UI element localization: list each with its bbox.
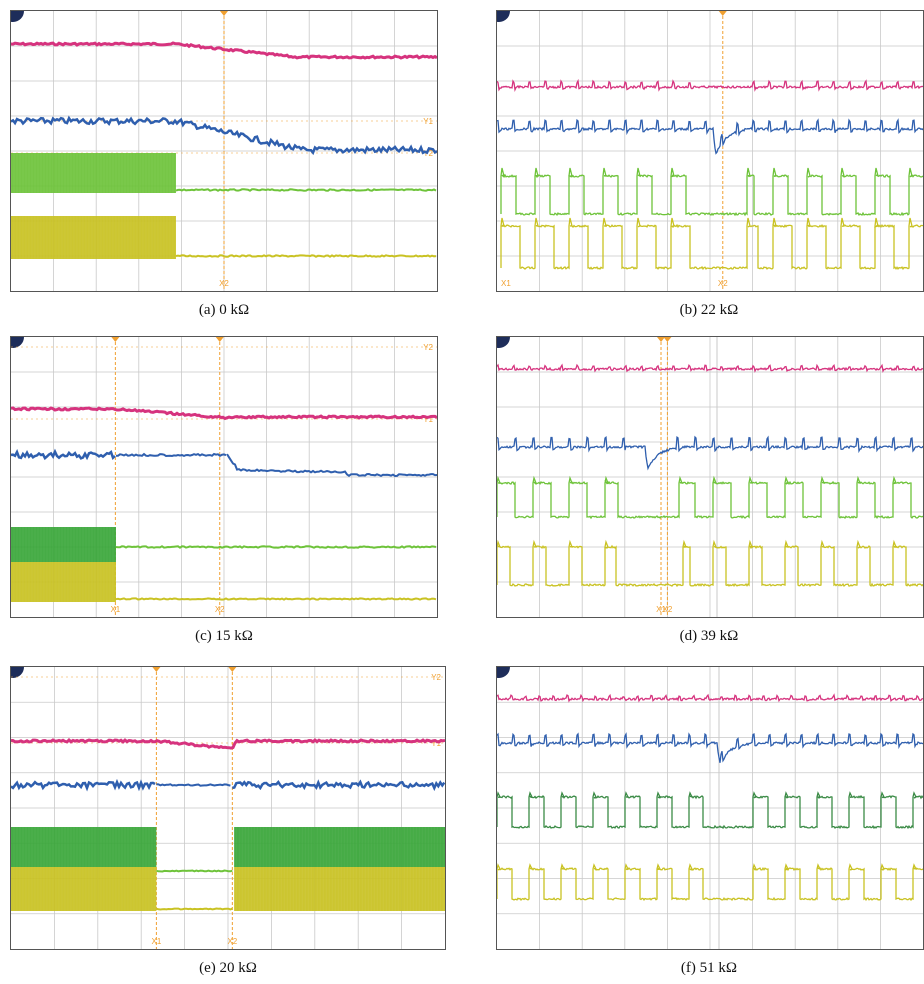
trigger-marker-d	[497, 337, 510, 348]
caption-b: (b) 22 kΩ	[679, 302, 739, 318]
trigger-marker-a	[11, 11, 24, 22]
cursor-label-x2-c: X2	[215, 605, 225, 614]
scope-screen-c: Y1 Y2 X1 X2	[10, 336, 438, 618]
scope-screen-d: X1 X2	[496, 336, 924, 618]
caption-f: (f) 51 kΩ	[680, 960, 738, 976]
switching-band-ch4-e-left	[11, 867, 157, 911]
cursor-label-x1-b: X1	[501, 279, 511, 288]
hcursor-label-y1-a: Y1	[423, 117, 433, 126]
trace-ch3-c	[115, 545, 437, 549]
trace-ch4-d	[497, 539, 923, 588]
cursor-arrow-a	[220, 11, 228, 16]
trace-ch3-f	[497, 791, 923, 830]
switching-band-ch4-e-left-texture	[11, 867, 156, 911]
switching-band-ch3-c-texture	[11, 527, 115, 562]
switching-band-ch3-e-left	[11, 827, 157, 867]
caption-e: (e) 20 kΩ	[199, 960, 257, 976]
trace-ch2-e-left	[11, 778, 156, 792]
panel-d: X1 X2 (d) 39 kΩ	[496, 336, 924, 652]
cursor-label-x2-d: X2	[663, 605, 673, 614]
caption-a: (a) 0 kΩ	[198, 302, 250, 318]
trace-ch4-c	[115, 597, 437, 601]
switching-band-ch3-e-left-texture	[11, 827, 156, 867]
trace-ch2-b	[497, 118, 923, 155]
caption-c: (c) 15 kΩ	[195, 628, 253, 644]
scope-screen-b: X2 X1	[496, 10, 924, 292]
cursor-arrow-e	[228, 667, 237, 672]
panel-b: X2 X1 (b) 22 kΩ	[496, 10, 924, 326]
caption-d: (d) 39 kΩ	[679, 628, 739, 644]
hcursor-label-y1-e: Y1	[431, 739, 441, 748]
hcursor-label-y2-a: Y2	[423, 149, 433, 158]
trace-ch4-b	[500, 217, 923, 271]
switching-band-ch4-e-right-texture	[234, 867, 445, 911]
cursor-label-x2-b: X2	[718, 279, 728, 288]
cursor-arrow-e	[152, 667, 161, 672]
panel-a: Y1 Y2 X2 (a) 0 kΩ	[10, 10, 438, 326]
cursor-label-x2-a: X2	[219, 279, 229, 288]
trace-ch2-e-right	[232, 779, 445, 792]
cursor-arrow-b	[718, 11, 727, 16]
trace-ch3-e-mid	[156, 869, 233, 873]
panel-c: Y1 Y2 X1 X2 (c) 15 kΩ	[10, 336, 438, 652]
trace-ch1-b	[497, 78, 923, 92]
trace-ch4-e-mid	[156, 907, 233, 911]
cursor-arrow-d	[657, 337, 666, 342]
cursor-label-x1-c: X1	[110, 605, 120, 614]
scope-screen-f	[496, 666, 924, 950]
cursor-label-x1-d: X1	[656, 605, 666, 614]
switching-band-ch3-e-right-texture	[234, 827, 445, 867]
cursor-label-x2-e: X2	[227, 937, 237, 946]
trigger-marker-f	[497, 667, 510, 678]
trace-ch2-a	[11, 115, 437, 156]
trace-ch1-a	[11, 41, 437, 60]
trace-ch1-d	[497, 363, 923, 373]
trigger-marker-c	[11, 337, 24, 348]
switching-band-ch3-a-texture	[11, 153, 175, 193]
cursor-arrow-d	[663, 337, 672, 342]
trace-ch2-d	[497, 435, 923, 471]
cursor-arrow-c	[215, 337, 224, 342]
trace-ch4-a	[175, 254, 437, 258]
hcursor-label-y1-c: Y1	[423, 415, 433, 424]
hcursor-label-y2-e: Y2	[431, 673, 441, 682]
switching-band-ch4-c-texture	[11, 562, 115, 602]
trace-ch3-d	[497, 475, 923, 520]
trace-ch2-f	[497, 732, 923, 763]
trace-ch1-e	[11, 737, 445, 750]
cursor-label-x1-e: X1	[151, 937, 161, 946]
panel-e: Y1 Y2 X1 X2 (e) 20 kΩ	[10, 666, 446, 982]
switching-band-ch4-a-texture	[11, 216, 175, 259]
scope-screen-e: Y1 Y2 X1 X2	[10, 666, 446, 950]
trace-ch3-a	[175, 188, 437, 192]
trace-ch2-c-drop	[226, 453, 437, 478]
panel-f: (f) 51 kΩ	[496, 666, 924, 982]
trace-ch4-f	[497, 863, 923, 902]
trace-ch2-c	[11, 448, 116, 461]
trigger-marker-b	[497, 11, 510, 22]
trace-ch2-c-mid	[116, 452, 227, 458]
trace-ch1-c	[11, 406, 437, 421]
trace-ch1-f	[497, 693, 923, 703]
scope-screen-a: Y1 Y2 X2	[10, 10, 438, 292]
cursor-arrow-c	[111, 337, 120, 342]
trace-ch3-b	[500, 167, 923, 217]
hcursor-label-y2-c: Y2	[423, 343, 433, 352]
trigger-marker-e	[11, 667, 24, 678]
trace-ch2-e-mid	[156, 783, 231, 787]
